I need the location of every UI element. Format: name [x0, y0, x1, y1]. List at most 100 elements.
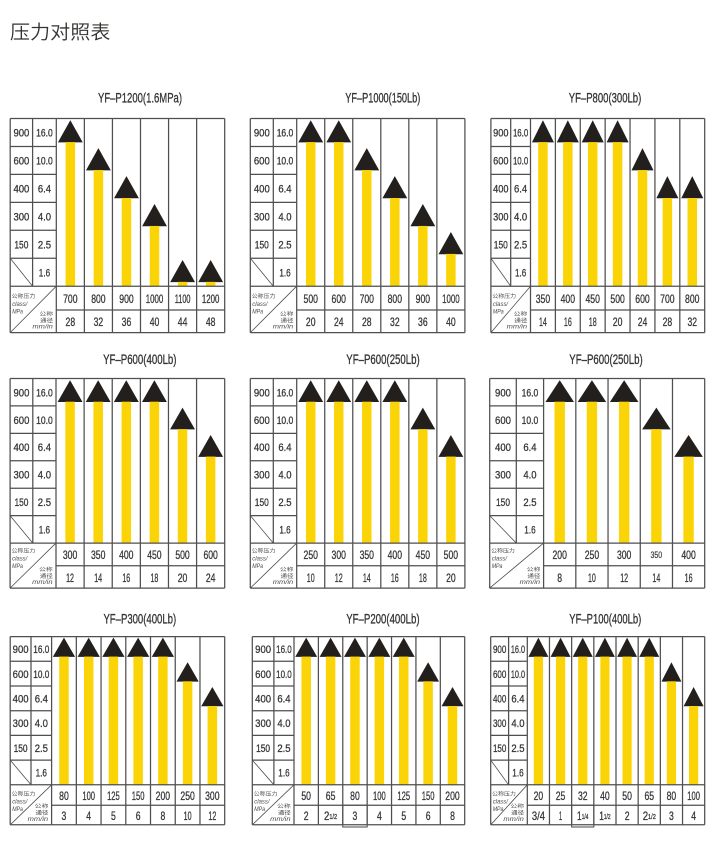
svg-text:4.0: 4.0: [278, 211, 291, 223]
svg-text:1.6: 1.6: [39, 524, 50, 536]
svg-text:MPa: MPa: [493, 309, 504, 316]
svg-text:65: 65: [644, 789, 654, 803]
svg-text:16.0: 16.0: [36, 387, 53, 399]
svg-text:YF–P100(400Lb): YF–P100(400Lb): [569, 611, 641, 626]
svg-text:400: 400: [254, 183, 270, 195]
svg-text:400: 400: [493, 693, 506, 705]
svg-text:40: 40: [150, 315, 160, 329]
svg-text:400: 400: [681, 548, 696, 562]
svg-text:400: 400: [13, 183, 29, 195]
svg-text:4.0: 4.0: [511, 718, 524, 730]
svg-text:YF–P600(250Lb): YF–P600(250Lb): [346, 352, 419, 367]
svg-text:2.5: 2.5: [38, 239, 51, 251]
svg-text:400: 400: [254, 442, 270, 454]
svg-text:300: 300: [255, 718, 271, 730]
svg-text:1.6: 1.6: [512, 768, 523, 780]
svg-text:6.4: 6.4: [278, 442, 291, 454]
svg-text:80: 80: [667, 789, 677, 803]
svg-text:600: 600: [254, 415, 270, 427]
svg-text:10.0: 10.0: [513, 156, 528, 168]
svg-text:32: 32: [578, 789, 588, 803]
svg-text:150: 150: [14, 239, 28, 251]
svg-text:900: 900: [14, 387, 30, 399]
svg-text:250: 250: [585, 548, 600, 562]
svg-text:mm/in: mm/in: [32, 579, 53, 586]
svg-text:2: 2: [304, 809, 309, 823]
svg-text:18: 18: [150, 571, 158, 585]
svg-text:6: 6: [136, 809, 141, 823]
svg-text:3: 3: [669, 809, 674, 823]
svg-text:6.4: 6.4: [523, 442, 536, 454]
svg-text:10.0: 10.0: [276, 669, 292, 681]
svg-text:900: 900: [13, 128, 29, 140]
svg-text:200: 200: [156, 789, 171, 803]
svg-text:16.0: 16.0: [522, 387, 539, 399]
svg-text:5: 5: [111, 809, 116, 823]
svg-text:150: 150: [493, 743, 506, 755]
svg-text:2.5: 2.5: [511, 743, 524, 755]
svg-text:3/4: 3/4: [532, 809, 545, 823]
svg-text:100: 100: [82, 789, 95, 803]
svg-text:20: 20: [613, 315, 623, 329]
svg-text:300: 300: [254, 470, 270, 482]
svg-text:48: 48: [206, 315, 216, 329]
svg-text:16.0: 16.0: [511, 644, 525, 656]
svg-text:20: 20: [446, 571, 456, 585]
svg-text:4.0: 4.0: [278, 470, 291, 482]
svg-text:14: 14: [652, 571, 660, 585]
svg-text:400: 400: [14, 442, 30, 454]
svg-text:800: 800: [388, 292, 403, 306]
svg-text:600: 600: [332, 292, 347, 306]
svg-text:2.5: 2.5: [523, 497, 536, 509]
svg-text:1000: 1000: [442, 292, 460, 306]
svg-text:16: 16: [122, 571, 130, 585]
svg-text:mm/in: mm/in: [32, 324, 53, 331]
svg-text:300: 300: [332, 548, 347, 562]
svg-text:8: 8: [160, 809, 165, 823]
svg-text:100: 100: [687, 789, 700, 803]
svg-text:10.0: 10.0: [33, 669, 49, 681]
svg-text:300: 300: [617, 548, 632, 562]
svg-text:300: 300: [493, 718, 506, 730]
svg-text:150: 150: [132, 789, 145, 803]
svg-text:400: 400: [13, 693, 29, 705]
svg-text:16: 16: [564, 315, 572, 329]
svg-text:3: 3: [62, 809, 67, 823]
svg-text:20: 20: [306, 315, 316, 329]
svg-text:400: 400: [119, 548, 134, 562]
svg-text:MPa: MPa: [252, 563, 263, 570]
svg-text:YF–P600(250Lb): YF–P600(250Lb): [569, 352, 642, 367]
svg-text:900: 900: [493, 128, 508, 140]
svg-text:200: 200: [445, 789, 460, 803]
svg-text:2.5: 2.5: [35, 743, 48, 755]
svg-text:24: 24: [206, 571, 216, 585]
svg-text:450: 450: [416, 548, 431, 562]
svg-text:300: 300: [205, 789, 220, 803]
svg-text:350: 350: [91, 548, 106, 562]
svg-text:300: 300: [13, 211, 29, 223]
svg-text:2.5: 2.5: [514, 239, 527, 251]
svg-text:mm/in: mm/in: [503, 816, 524, 823]
svg-text:600: 600: [255, 669, 271, 681]
svg-text:250: 250: [180, 789, 195, 803]
svg-text:25: 25: [556, 789, 566, 803]
svg-text:8: 8: [450, 809, 455, 823]
svg-text:150: 150: [255, 497, 269, 509]
svg-text:16: 16: [391, 571, 399, 585]
svg-text:900: 900: [119, 292, 134, 306]
svg-text:300: 300: [254, 211, 270, 223]
svg-text:600: 600: [14, 415, 30, 427]
svg-text:500: 500: [175, 548, 190, 562]
svg-text:14: 14: [363, 571, 371, 585]
svg-text:24: 24: [334, 315, 344, 329]
svg-text:6.4: 6.4: [277, 693, 290, 705]
svg-text:6.4: 6.4: [511, 693, 524, 705]
svg-text:18: 18: [589, 315, 597, 329]
svg-text:10.0: 10.0: [36, 415, 53, 427]
svg-text:700: 700: [360, 292, 375, 306]
svg-text:600: 600: [13, 669, 29, 681]
svg-text:1200: 1200: [202, 292, 220, 306]
svg-text:2.5: 2.5: [278, 239, 291, 251]
svg-text:600: 600: [254, 156, 270, 168]
svg-text:6.4: 6.4: [278, 183, 291, 195]
